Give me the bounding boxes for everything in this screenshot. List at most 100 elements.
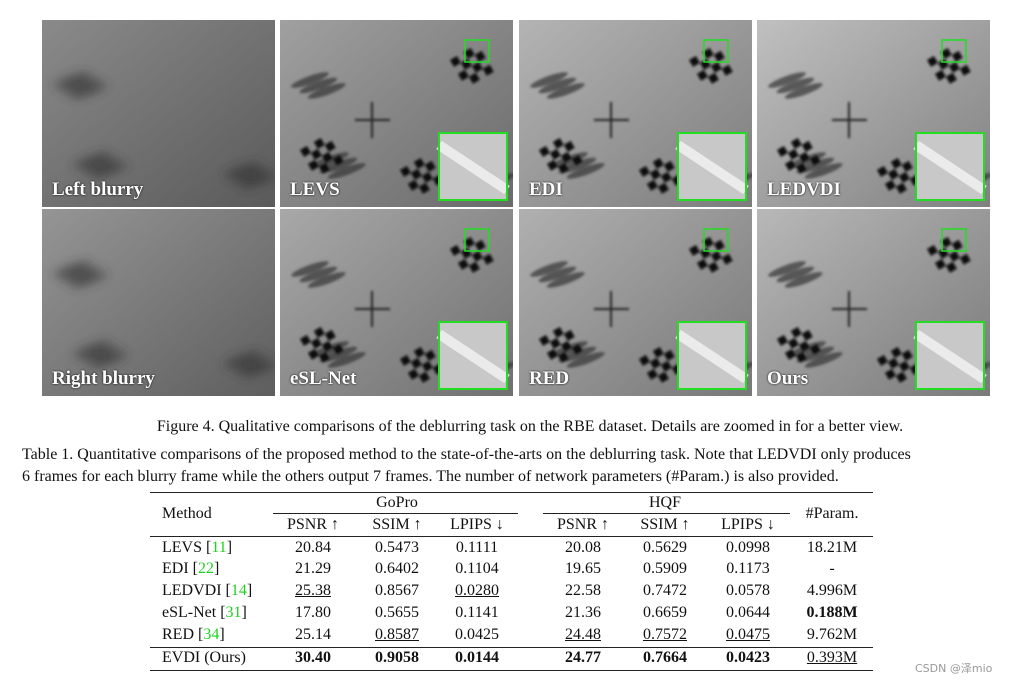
image [280,209,516,396]
checker [332,343,344,355]
checker [713,239,725,251]
checker [308,159,319,171]
checker [482,64,494,76]
zoom-box-small [703,39,729,63]
scene [530,236,755,383]
figure-caption: Figure 4. Qualitative comparisons of the… [156,418,904,435]
image [42,20,278,207]
zoom-box-large [677,132,747,201]
blur-stroke [61,266,100,283]
zoom-box-small [703,228,729,252]
image-panel: EDI [519,20,755,207]
zoom-box-large [915,132,985,201]
checker [787,337,799,349]
blur-stroke [81,346,120,363]
checker [308,348,319,360]
zoom-stripe [913,329,987,384]
method-text: ] [246,582,253,599]
checker [300,335,311,346]
checker [876,355,888,366]
method-text: 11 [211,539,227,556]
checker [468,72,480,84]
checker [318,162,330,174]
checker [321,340,333,352]
image [519,20,755,207]
method-cell: EDI [22] [162,561,219,577]
table-cell: - [829,560,835,577]
checker [463,48,475,59]
blur-stroke [73,152,111,168]
checker [801,329,813,341]
blur-stroke [299,77,338,94]
checker [646,368,658,380]
table-cell: 0.6402 [375,560,419,577]
checker [895,182,907,194]
checker [901,349,913,361]
checker [418,182,430,194]
checker [657,371,669,383]
checker [310,148,322,160]
header-cell: SSIM ↑ [372,516,422,533]
blur-stroke [327,163,366,179]
blur-stroke [804,352,843,368]
checker [898,360,910,372]
table-cell: 18.21M [806,539,858,556]
table-cell: 0.5909 [643,560,687,577]
zoom-box-large [438,321,508,390]
blur-stroke [231,356,270,373]
panel-label: RED [529,368,570,389]
checker [777,335,788,346]
table-cell: 21.36 [565,604,601,621]
scene [53,261,278,378]
checker [657,182,669,194]
checker [424,160,436,172]
checker [410,357,422,369]
checker [474,50,486,62]
checker [940,236,952,248]
checker [809,343,821,355]
method-text: 31 [225,604,242,621]
table-cell: 25.14 [295,626,331,643]
blur-stroke [223,162,261,178]
checker [410,168,422,180]
table-cell: 0.5629 [643,539,687,556]
checker [418,371,430,383]
checker [884,368,896,380]
rule-top [150,492,873,493]
rule-group [543,513,790,514]
blur-stroke [53,72,91,88]
zoom-stripe [436,329,510,384]
checker [940,48,952,59]
checker [649,357,661,369]
method-text: RED [ [162,626,204,643]
checker [795,162,807,174]
checker [539,145,550,157]
blur-stroke [223,351,261,367]
image [757,20,993,207]
header-cell: LPIPS ↓ [450,516,504,533]
checker [318,351,330,363]
blur-stroke [566,163,605,179]
method-cell: RED [34] [162,627,225,643]
checker [959,253,971,265]
table-cell: 0.8587 [375,626,419,643]
table-cell: 0.5655 [375,604,419,621]
table-cell: 24.48 [565,626,601,643]
checker [697,258,708,270]
header-group: HQF [648,494,682,511]
zoom-stripe [913,140,987,195]
checker [945,261,957,273]
checker [313,137,325,149]
table-cell: 25.38 [295,582,331,599]
checker [539,335,550,346]
checker [471,61,483,73]
checker [927,244,938,256]
panel-label: eSL-Net [290,368,357,389]
image [757,209,993,396]
checker [710,250,722,262]
checker [713,50,725,62]
method-text: ] [213,560,220,577]
table-cell: 0.1173 [726,560,770,577]
table-cell: 0.1104 [455,560,499,577]
checker [777,145,788,157]
